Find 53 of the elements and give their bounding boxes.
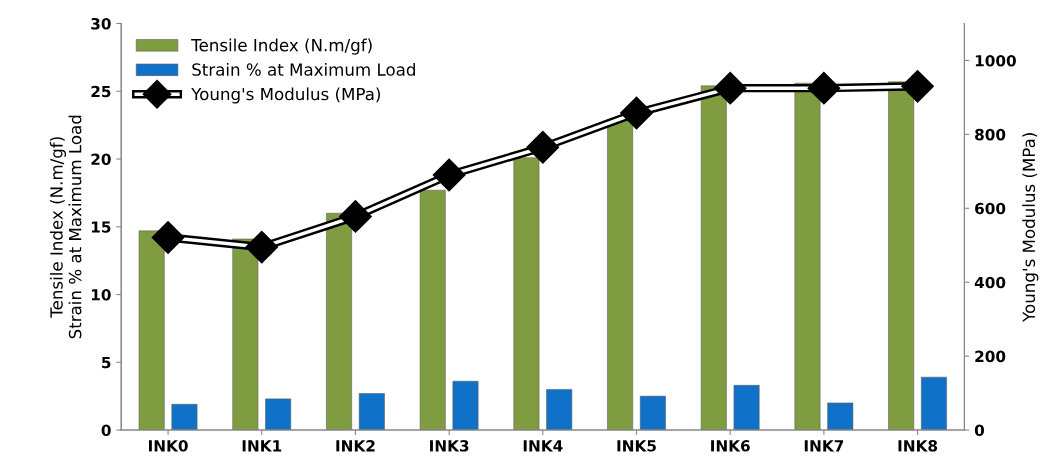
y2-tick-label: 800: [975, 128, 1006, 141]
point: [340, 201, 371, 232]
bar: [733, 385, 760, 431]
bar: [171, 404, 198, 431]
point: [902, 71, 933, 102]
legend-label: Young's Modulus (MPa): [191, 87, 381, 104]
point: [715, 73, 746, 104]
y2-tick-label: 1000: [975, 54, 1016, 67]
x-tick-label: INK6: [711, 440, 750, 452]
bar: [452, 380, 479, 431]
y2-tick-label: 0: [974, 424, 985, 437]
bar: [232, 238, 259, 431]
x-tick-label: INK0: [148, 440, 188, 452]
legend-label: Tensile Index (N.m/gf): [191, 38, 372, 55]
x-tick-label: INK4: [523, 440, 563, 452]
y-tick-label: 5: [102, 356, 111, 369]
bar: [546, 389, 573, 431]
bar: [921, 376, 947, 431]
point: [808, 73, 839, 104]
point: [434, 160, 465, 191]
y-tick-label: 20: [91, 153, 111, 166]
y-tick-label: 0: [101, 424, 111, 437]
y-tick-label: 30: [91, 17, 111, 30]
legend-label: Strain % at Maximum Load: [192, 62, 415, 76]
y-tick-label: 10: [91, 289, 111, 301]
y2-axis-title: Young's Modulus (MPa): [1022, 133, 1039, 322]
x-tick-label: INK3: [430, 440, 469, 452]
y2-tick-label: 200: [975, 350, 1006, 363]
bar: [794, 82, 821, 431]
bar: [419, 189, 446, 431]
x-tick-label: INK2: [336, 440, 375, 452]
y-tick-label: 25: [91, 85, 111, 98]
bar: [326, 212, 352, 431]
y-tick-label: 15: [91, 221, 111, 233]
bar: [513, 157, 540, 431]
bar: [358, 393, 385, 431]
bar: [265, 398, 292, 431]
y2-tick-label: 400: [974, 276, 1006, 289]
bar: [827, 402, 854, 431]
x-tick-label: INK1: [242, 440, 282, 452]
x-tick-label: INK7: [804, 440, 844, 452]
y-axis-title: Tensile Index (N.m/gf) Strain % at Maximum Load: [49, 115, 82, 339]
point: [246, 232, 277, 263]
bar: [639, 395, 666, 431]
bar: [607, 119, 634, 431]
point: [621, 97, 652, 128]
x-tick-label: INK5: [617, 440, 656, 452]
point: [527, 132, 558, 163]
y2-tick-label: 600: [975, 202, 1006, 215]
x-tick-label: INK8: [898, 440, 938, 452]
bar: [888, 81, 915, 431]
bar: [700, 85, 727, 431]
bar: [138, 230, 165, 431]
